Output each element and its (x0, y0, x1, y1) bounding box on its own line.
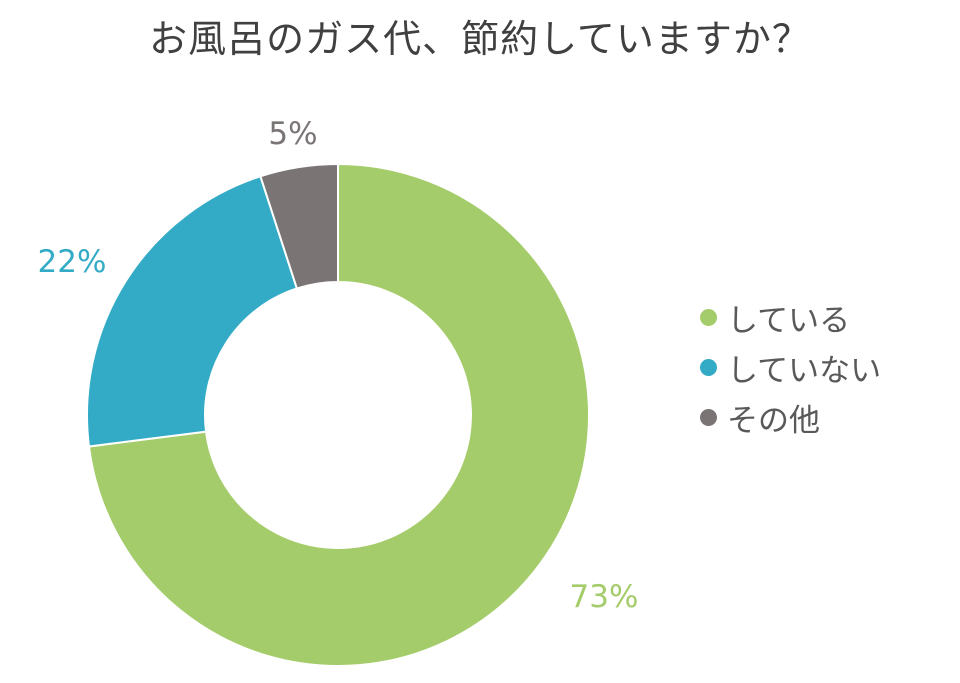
legend-label: している (727, 302, 851, 339)
donut-slice-1 (86, 175, 299, 448)
legend-label: していない (727, 352, 882, 389)
donut-slice-0 (87, 162, 590, 667)
legend-marker-icon (700, 358, 717, 376)
chart-legend: している していない その他 (700, 292, 881, 442)
data-label-2: 5% (268, 116, 317, 152)
legend-item-0: している (700, 292, 881, 342)
donut-labels: 73% 22% 5% (38, 116, 639, 615)
legend-marker-icon (700, 408, 717, 426)
donut-slices (86, 162, 590, 667)
legend-item-2: その他 (700, 392, 881, 442)
legend-marker-icon (700, 308, 717, 326)
donut-slice-2 (259, 162, 339, 290)
data-label-1: 22% (38, 244, 107, 280)
legend-label: その他 (727, 402, 820, 439)
data-label-0: 73% (570, 579, 639, 615)
legend-item-1: していない (700, 342, 881, 392)
chart-title: お風呂のガス代、節約していますか？ (149, 17, 811, 61)
